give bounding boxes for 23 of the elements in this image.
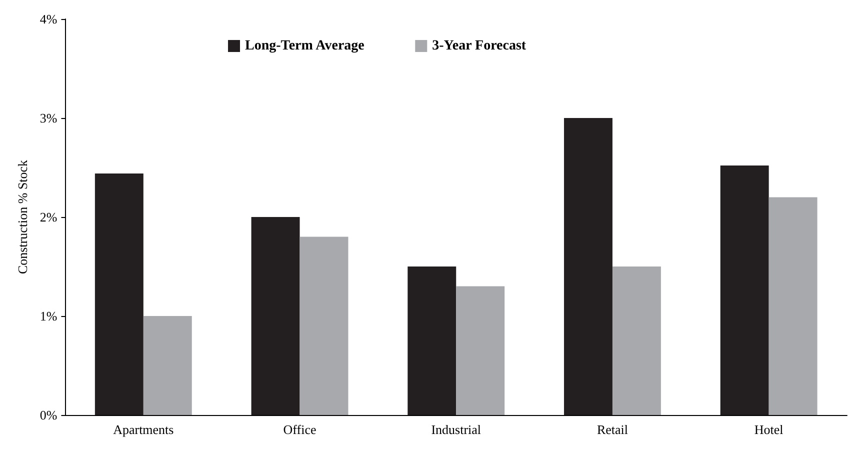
x-tick-label: Apartments bbox=[113, 422, 174, 437]
y-tick-label: 2% bbox=[40, 210, 58, 224]
y-tick-label: 4% bbox=[40, 12, 58, 26]
x-tick-label: Retail bbox=[596, 422, 628, 437]
y-tick-label: 3% bbox=[40, 110, 58, 126]
y-tick-label: 1% bbox=[40, 308, 58, 324]
legend-label: 3-Year Forecast bbox=[432, 38, 526, 54]
bar bbox=[300, 236, 348, 415]
legend-label: Long-Term Average bbox=[245, 38, 364, 54]
bar bbox=[564, 118, 612, 415]
bar bbox=[456, 286, 505, 415]
x-tick-label: Industrial bbox=[431, 422, 482, 437]
bar bbox=[94, 173, 144, 415]
y-tick-label: 0% bbox=[40, 408, 58, 422]
bar bbox=[720, 166, 769, 415]
bar bbox=[251, 217, 300, 415]
bar bbox=[768, 197, 818, 415]
bar bbox=[612, 266, 661, 415]
x-tick-label: Hotel bbox=[754, 422, 784, 437]
bar bbox=[408, 266, 456, 415]
bar bbox=[143, 316, 192, 415]
x-tick-label: Office bbox=[283, 422, 316, 437]
y-axis-title: Construction % Stock bbox=[15, 159, 30, 274]
